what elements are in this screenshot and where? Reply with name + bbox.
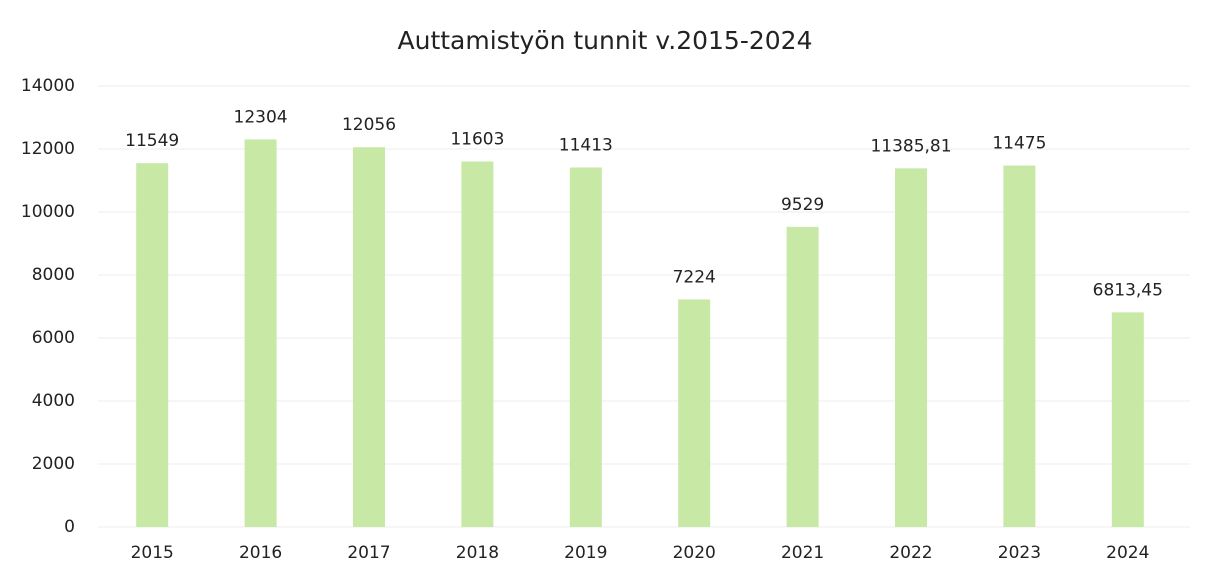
y-tick-label: 10000 [21,202,75,222]
x-tick-label: 2020 [673,543,716,563]
y-tick-label: 8000 [32,265,75,285]
value-label: 11385,81 [870,136,951,156]
y-tick-label: 6000 [32,328,75,348]
x-tick-label: 2019 [564,543,607,563]
bar [353,147,385,527]
value-label: 7224 [673,267,716,287]
y-tick-label: 2000 [32,454,75,474]
bar [786,226,819,528]
y-tick-label: 12000 [21,139,75,159]
value-label: 12056 [342,115,396,135]
x-tick-label: 2016 [239,543,282,563]
y-tick-label: 0 [64,517,75,537]
bar [244,139,277,527]
bar [1111,312,1144,527]
value-label: 12304 [234,107,288,127]
x-tick-label: 2023 [998,543,1041,563]
value-label: 11603 [450,130,504,150]
x-tick-label: 2018 [456,543,499,563]
x-tick-label: 2017 [347,543,390,563]
bar [678,299,711,527]
x-tick-label: 2021 [781,543,824,563]
value-label: 9529 [781,195,824,215]
y-tick-label: 4000 [32,391,75,411]
value-label: 11413 [559,135,613,155]
bar [1003,165,1036,527]
x-tick-label: 2024 [1106,543,1149,563]
y-tick-label: 14000 [21,76,75,96]
x-tick-label: 2022 [889,543,932,563]
bar [569,167,602,528]
chart-title: Auttamistyön tunnit v.2015-2024 [398,26,813,55]
value-label: 6813,45 [1093,280,1163,300]
bar [461,161,494,527]
bar [895,168,927,527]
value-label: 11549 [125,131,179,151]
bar [136,163,169,528]
value-label: 11475 [992,134,1046,154]
x-tick-label: 2015 [131,543,174,563]
